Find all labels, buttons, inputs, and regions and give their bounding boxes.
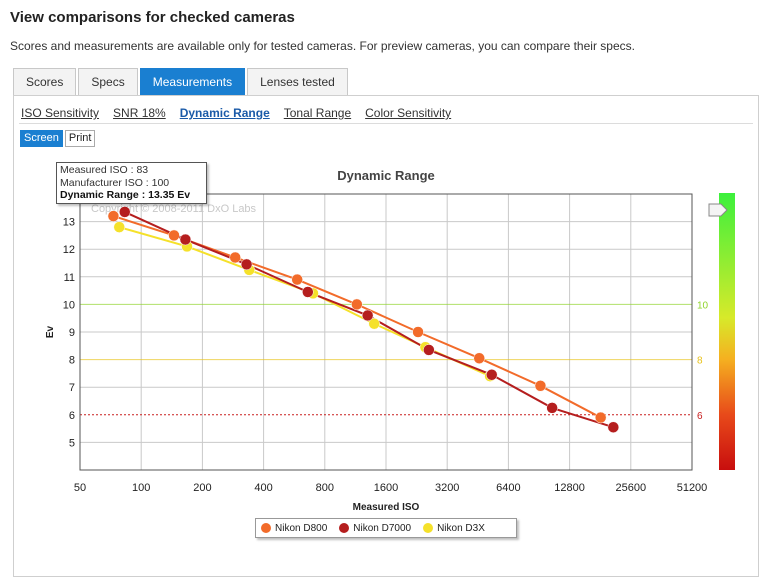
legend-label-nikon-d800: Nikon D800 (275, 522, 328, 534)
data-point (168, 229, 180, 242)
data-point (291, 273, 303, 286)
view-mode-buttons: Screen Print (20, 130, 97, 147)
tabs-divider (13, 95, 759, 96)
tab-lenses-tested[interactable]: Lenses tested (247, 68, 348, 96)
data-point (485, 369, 498, 381)
x-tick-label: 100 (132, 482, 150, 494)
tooltip-measured-iso: Measured ISO : 83 (60, 164, 149, 176)
data-point (179, 233, 192, 246)
tab-specs[interactable]: Specs (78, 68, 138, 96)
legend-dot-nikon-d3x (423, 523, 434, 533)
x-tick-label: 6400 (496, 482, 520, 494)
subtab-snr-18[interactable]: SNR 18% (113, 106, 166, 120)
data-point (546, 402, 558, 414)
y-tick-label: 11 (64, 272, 75, 284)
right-scale-label: 10 (697, 300, 709, 311)
page-title: View comparisons for checked cameras (10, 9, 295, 26)
x-tick-label: 1600 (374, 482, 398, 494)
data-point (607, 421, 620, 433)
x-tick-label: 12800 (554, 482, 585, 494)
legend-item-nikon-d7000[interactable]: Nikon D7000 (339, 523, 411, 534)
measurements-panel (13, 95, 759, 577)
legend-label-nikon-d7000: Nikon D7000 (353, 522, 412, 534)
x-tick-label: 400 (254, 482, 272, 494)
y-tick-label: 5 (69, 437, 75, 449)
data-point (368, 317, 380, 330)
data-point (113, 221, 126, 233)
data-point (118, 206, 131, 218)
chart-legend: Nikon D800 Nikon D7000 Nikon D3X (255, 518, 517, 538)
data-point (473, 352, 485, 364)
dr-color-scale (719, 193, 735, 470)
y-tick-label: 8 (69, 355, 75, 367)
legend-item-nikon-d3x[interactable]: Nikon D3X (423, 523, 485, 534)
data-point (351, 298, 363, 311)
x-tick-label: 25600 (616, 482, 647, 494)
subtab-color-sensitivity[interactable]: Color Sensitivity (365, 106, 452, 120)
data-point (302, 286, 314, 298)
y-tick-label: 6 (69, 410, 75, 422)
legend-dot-nikon-d800 (261, 523, 271, 533)
x-tick-label: 200 (193, 482, 211, 494)
scale-slider-handle (708, 203, 728, 217)
page-subtitle: Scores and measurements are available on… (10, 39, 635, 53)
data-point (361, 309, 374, 322)
data-point (229, 251, 241, 264)
legend-item-nikon-d800[interactable]: Nikon D800 (261, 523, 327, 534)
tab-scores[interactable]: Scores (13, 68, 77, 96)
data-point (240, 258, 253, 271)
x-axis-label: Measured ISO (353, 502, 420, 513)
subtab-dynamic-range[interactable]: Dynamic Range (179, 106, 270, 120)
y-tick-label: 13 (63, 217, 75, 229)
data-point (594, 411, 607, 424)
tab-measurements[interactable]: Measurements (139, 68, 246, 96)
right-scale-label: 8 (697, 356, 703, 367)
subtab-iso-sensitivity[interactable]: ISO Sensitivity (21, 106, 100, 120)
y-tick-label: 10 (63, 299, 75, 311)
point-tooltip: Measured ISO : 83 Manufacturer ISO : 100… (56, 162, 207, 204)
main-tabs: Scores Specs Measurements Lenses tested (13, 68, 350, 96)
x-tick-label: 3200 (435, 482, 459, 494)
tooltip-manufacturer-iso: Manufacturer ISO : 100 (60, 176, 170, 189)
y-tick-label: 9 (69, 327, 75, 339)
y-tick-label: 12 (63, 244, 75, 256)
y-tick-label: 7 (69, 382, 75, 394)
x-tick-label: 50 (74, 482, 86, 494)
chart-title: Dynamic Range (337, 168, 435, 183)
screen-button[interactable]: Screen (20, 130, 63, 147)
data-point (412, 326, 424, 338)
plot-frame (79, 193, 693, 471)
x-tick-label: 800 (316, 482, 334, 494)
data-point (107, 210, 120, 222)
right-scale-label: 6 (697, 411, 703, 422)
print-button[interactable]: Print (64, 130, 96, 147)
measurement-subtabs: ISO Sensitivity SNR 18% Dynamic Range To… (21, 106, 465, 120)
x-tick-label: 51200 (677, 482, 708, 494)
legend-label-nikon-d3x: Nikon D3X (437, 522, 485, 534)
legend-dot-nikon-d7000 (339, 523, 350, 533)
tooltip-dynamic-range: Dynamic Range : 13.35 Ev (60, 189, 191, 201)
y-axis-label: Ev (45, 325, 56, 338)
data-point (423, 344, 435, 356)
chart-watermark: Copyright © 2008-2011 DxO Labs (91, 203, 257, 215)
subtab-tonal-range[interactable]: Tonal Range (283, 106, 352, 120)
subtabs-divider (19, 123, 753, 124)
data-point (534, 380, 547, 392)
